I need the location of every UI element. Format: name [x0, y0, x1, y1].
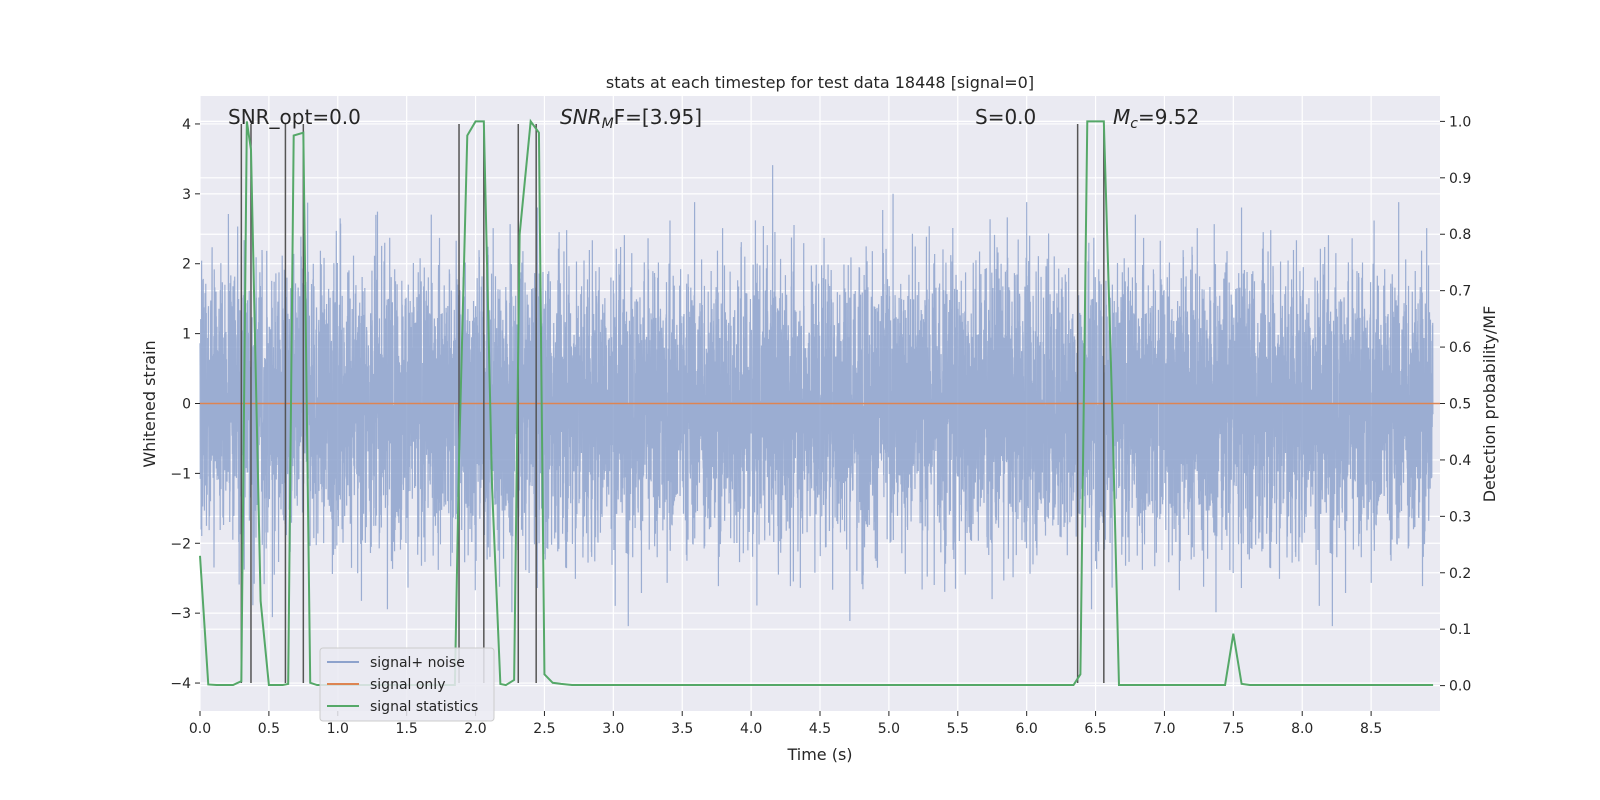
x-tick-label: 7.5: [1222, 721, 1244, 737]
x-tick-label: 0.5: [258, 721, 280, 737]
legend-label-signal-only: signal only: [370, 677, 445, 693]
legend-box: [319, 647, 495, 722]
y-axis-right-label: Detection probability/MF: [1480, 306, 1499, 503]
x-tick-label: 4.0: [740, 721, 762, 737]
y-right-tick-label: 0.8: [1449, 227, 1471, 243]
y-right-tick-label: 0.3: [1449, 509, 1471, 525]
legend: signal+ noise signal only signal statist…: [319, 647, 495, 722]
x-tick-label: 4.5: [809, 721, 831, 737]
x-tick-label: 5.0: [878, 721, 900, 737]
y-axis-left-label: Whitened strain: [140, 340, 159, 467]
y-right-tick-label: 0.5: [1449, 397, 1471, 413]
x-tick-label: 5.5: [947, 721, 969, 737]
y-axis-left-ticks: −4 −3 −2 −1 0 1 2 3 4: [170, 117, 200, 692]
y-left-tick-label: −4: [170, 676, 191, 692]
y-right-tick-label: 1.0: [1449, 114, 1471, 130]
chart-title: stats at each timestep for test data 184…: [606, 73, 1034, 92]
x-tick-label: 3.0: [602, 721, 624, 737]
x-tick-label: 7.0: [1153, 721, 1175, 737]
y-axis-right-ticks: 0.0 0.1 0.2 0.3 0.4 0.5 0.6 0.7 0.8 0.9 1.0: [1440, 114, 1471, 695]
x-tick-label: 0.0: [189, 721, 211, 737]
y-left-tick-label: −2: [170, 536, 191, 552]
y-right-tick-label: 0.0: [1449, 679, 1471, 695]
annotation-mc-sub: c: [1130, 116, 1138, 132]
y-left-tick-label: 4: [182, 117, 191, 133]
y-left-tick-label: 2: [182, 257, 191, 273]
signal-statistics-line: [199, 118, 1434, 687]
annotation-snr-mf: SNRMF=[3.95]: [560, 105, 702, 132]
annotation-mc-main: M: [1113, 105, 1130, 129]
legend-label-signal-noise: signal+ noise: [370, 655, 465, 671]
x-tick-label: 2.5: [533, 721, 555, 737]
x-axis-label: Time (s): [786, 745, 852, 764]
y-left-tick-label: 0: [182, 397, 191, 413]
x-axis-ticks: 0.0 0.5 1.0 1.5 2.0 2.5 3.0 3.5 4.0 4.5 5.0 5.5 6.0 6…: [189, 711, 1382, 737]
annotation-snr-mf-sub: M: [602, 116, 614, 132]
x-tick-label: 3.5: [671, 721, 693, 737]
y-right-tick-label: 0.4: [1449, 453, 1471, 469]
x-tick-label: 1.0: [327, 721, 349, 737]
annotation-mc-tail: =9.52: [1138, 105, 1199, 129]
y-left-tick-label: 1: [182, 327, 191, 343]
y-right-tick-label: 0.6: [1449, 340, 1471, 356]
y-right-tick-label: 0.1: [1449, 622, 1471, 638]
y-right-tick-label: 0.2: [1449, 566, 1471, 582]
legend-label-signal-statistics: signal statistics: [370, 699, 478, 715]
y-left-tick-label: −1: [170, 466, 191, 482]
x-tick-label: 6.5: [1084, 721, 1106, 737]
x-tick-label: 8.5: [1360, 721, 1382, 737]
x-tick-label: 8.0: [1291, 721, 1313, 737]
x-tick-label: 1.5: [396, 721, 418, 737]
y-right-tick-label: 0.7: [1449, 284, 1471, 300]
annotation-snr-mf-tail: F=[3.95]: [614, 105, 702, 129]
annotation-mc: Mc=9.52: [1113, 105, 1199, 132]
y-right-tick-label: 0.9: [1449, 171, 1471, 187]
x-tick-label: 2.0: [464, 721, 486, 737]
y-left-tick-label: 3: [182, 187, 191, 203]
annotation-snr-mf-main: SNR: [560, 105, 602, 129]
signal-statistics-series: [199, 118, 1434, 687]
x-tick-label: 6.0: [1016, 721, 1038, 737]
y-left-tick-label: −3: [170, 606, 191, 622]
annotation-snr-opt: SNR_opt=0.0: [228, 105, 361, 129]
annotation-s: S=0.0: [975, 105, 1036, 129]
